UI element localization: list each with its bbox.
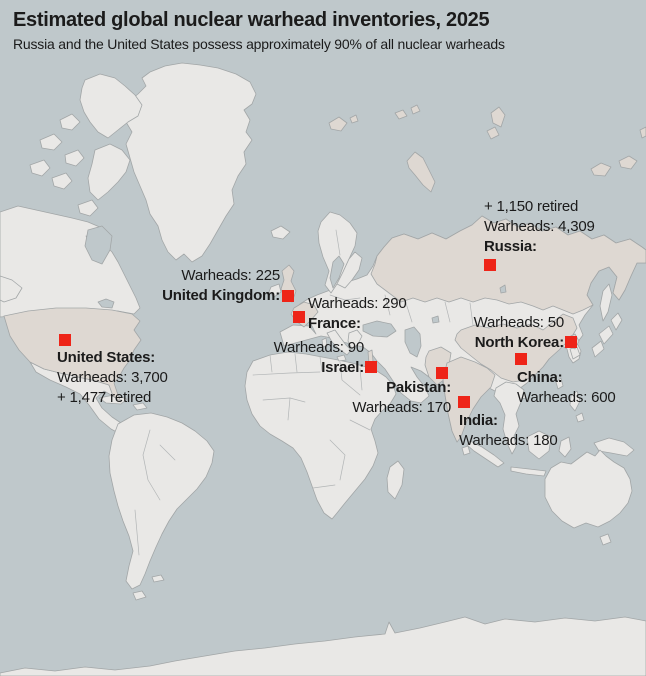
india-warheads: Warheads: 180: [459, 432, 558, 449]
caspian-sea: [404, 326, 422, 358]
north-korea-warheads: Warheads: 50: [473, 314, 565, 331]
china-warheads: Warheads: 600: [517, 389, 616, 406]
north-korea-marker: [565, 336, 577, 348]
inland-seas: [84, 225, 507, 358]
country-russia: [370, 215, 646, 315]
north-korea-name: North Korea:: [474, 334, 564, 351]
pakistan-name: Pakistan:: [386, 379, 451, 396]
china-name: China:: [517, 369, 563, 386]
israel-label: Warheads: 90 Israel:: [273, 338, 365, 378]
france-label: Warheads: 290 France:: [308, 294, 407, 334]
north-korea-label: Warheads: 50 North Korea:: [473, 313, 565, 353]
country-united-states: [3, 307, 142, 403]
france-marker: [293, 311, 305, 323]
aral-sea: [431, 315, 440, 324]
country-china: [454, 313, 578, 383]
united-kingdom-label: Warheads: 225 United Kingdom:: [162, 266, 280, 306]
united-kingdom-name: United Kingdom:: [162, 287, 280, 304]
china-marker: [515, 353, 527, 365]
page-title: Estimated global nuclear warhead invento…: [13, 9, 490, 31]
china-label: China: Warheads: 600: [517, 368, 616, 408]
pakistan-marker: [436, 367, 448, 379]
israel-name: Israel:: [321, 359, 364, 376]
russia-marker: [484, 259, 496, 271]
united-kingdom-warheads: Warheads: 225: [181, 267, 280, 284]
header: Estimated global nuclear warhead invento…: [13, 8, 505, 52]
black-sea: [362, 320, 397, 338]
israel-marker: [365, 361, 377, 373]
lake-baikal: [499, 284, 507, 294]
united-states-warheads: Warheads: 3,700: [57, 369, 168, 386]
baltic-sea: [329, 255, 345, 289]
india-name: India:: [459, 412, 498, 429]
united-states-label: United States: Warheads: 3,700 + 1,477 r…: [57, 348, 168, 408]
united-states-name: United States:: [57, 349, 156, 366]
hudson-bay: [84, 225, 113, 265]
pakistan-label: Pakistan: Warheads: 170: [352, 378, 451, 418]
india-label: India: Warheads: 180: [459, 411, 558, 451]
great-lakes: [97, 298, 115, 309]
pakistan-warheads: Warheads: 170: [352, 399, 451, 416]
russia-retired: + 1,150 retired: [484, 198, 579, 215]
internal-borders: [134, 229, 474, 556]
russia-label: + 1,150 retired Warheads: 4,309 Russia:: [484, 197, 595, 257]
france-name: France:: [308, 315, 361, 332]
india-marker: [458, 396, 470, 408]
united-kingdom-marker: [282, 290, 294, 302]
russia-name: Russia:: [484, 238, 537, 255]
nuclear-states: [3, 104, 646, 443]
united-states-marker: [59, 334, 71, 346]
russia-warheads: Warheads: 4,309: [484, 218, 595, 235]
israel-warheads: Warheads: 90: [273, 339, 365, 356]
united-states-retired: + 1,477 retired: [57, 389, 152, 406]
france-warheads: Warheads: 290: [308, 295, 407, 312]
page-subtitle: Russia and the United States possess app…: [13, 36, 505, 52]
